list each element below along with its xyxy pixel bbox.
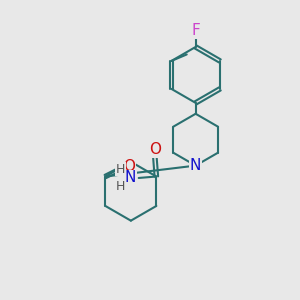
Text: O: O <box>149 142 161 158</box>
Text: H: H <box>116 163 125 176</box>
Text: F: F <box>191 23 200 38</box>
Text: N: N <box>190 158 201 173</box>
Text: H: H <box>116 180 125 193</box>
Text: O: O <box>124 159 136 174</box>
Text: N: N <box>125 170 136 185</box>
